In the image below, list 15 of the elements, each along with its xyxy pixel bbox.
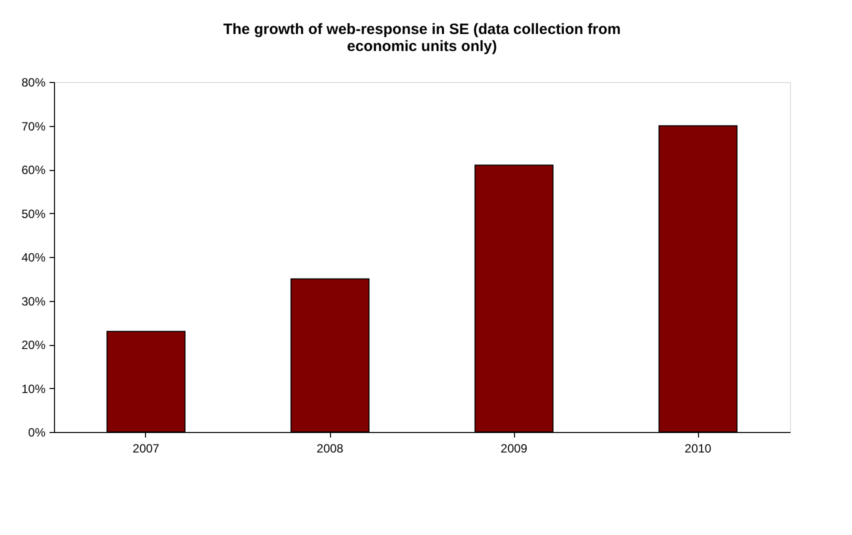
- y-tick-label: 40%: [21, 250, 46, 264]
- y-tick-label: 80%: [21, 76, 46, 90]
- text: economic units only): [346, 38, 498, 55]
- y-tick-label: 20%: [21, 338, 46, 352]
- y-tick-label: 60%: [21, 163, 46, 177]
- text: The growth of web-response in SE (data collection from: [223, 21, 621, 38]
- y-tick-label: 10%: [21, 382, 46, 396]
- x-tick-label: 2007: [132, 442, 160, 456]
- x-tick-label: 2008: [316, 442, 344, 456]
- y-tick-label: 30%: [21, 294, 46, 308]
- y-tick-label: 50%: [21, 206, 46, 221]
- x-tick-label: 2009: [500, 442, 528, 456]
- y-tick-label: 0%: [28, 426, 46, 440]
- x-tick-label: 2010: [684, 442, 712, 456]
- y-tick-label: 70%: [21, 119, 46, 134]
